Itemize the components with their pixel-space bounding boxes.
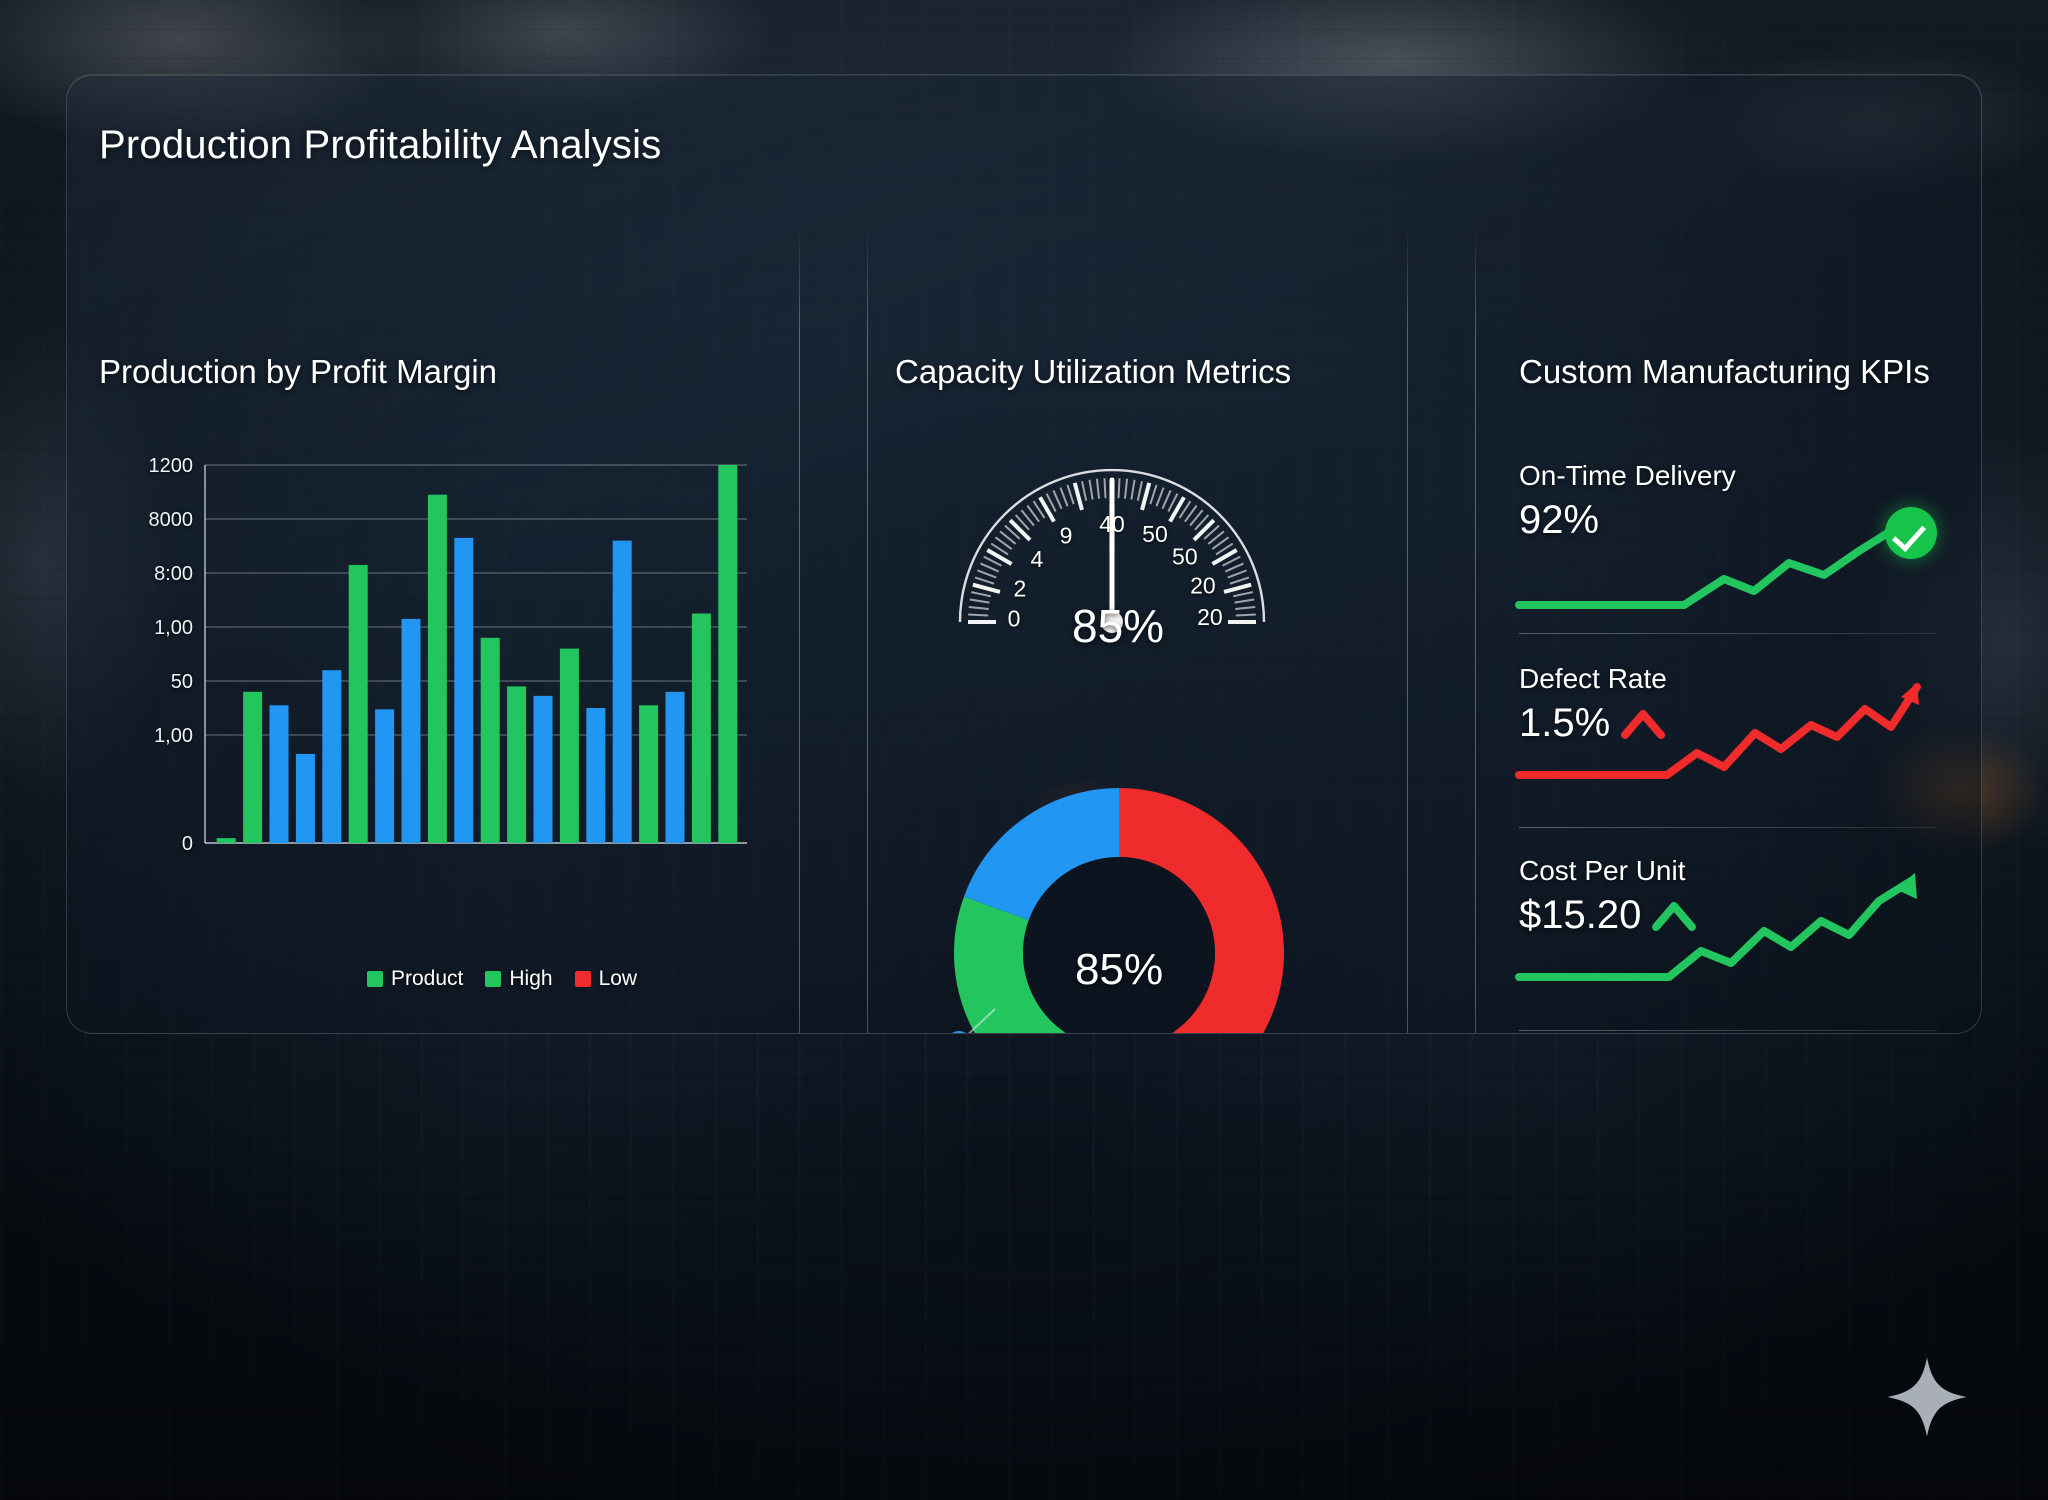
gauge-dial-label: 20: [1197, 604, 1223, 630]
kpi-value: $15.20: [1519, 893, 1642, 937]
sparkle-icon: [1887, 1357, 1967, 1437]
bar[interactable]: [427, 494, 447, 843]
bar[interactable]: [401, 618, 421, 843]
dashboard-card: Production Profitability Analysis Produc…: [66, 74, 1982, 1034]
bar[interactable]: [559, 648, 579, 843]
bar[interactable]: [533, 695, 553, 843]
gauge-dial-label: 9: [1060, 522, 1073, 548]
bar[interactable]: [295, 753, 315, 843]
gauge-dial-label: 4: [1031, 546, 1044, 572]
bar[interactable]: [718, 465, 738, 843]
trend-up-arrow-icon: [1652, 901, 1697, 931]
legend-swatch: [574, 971, 591, 987]
bar[interactable]: [375, 709, 395, 843]
legend-label: Low: [598, 967, 638, 990]
bar-y-tick: 1,00: [154, 617, 193, 639]
legend-item[interactable]: Product: [367, 967, 463, 991]
donut-center-value: 85%: [1075, 945, 1164, 994]
bar-y-tick: 0: [182, 833, 193, 855]
bar[interactable]: [612, 540, 632, 843]
legend-item[interactable]: Low: [574, 967, 638, 991]
bar-y-tick: 50: [171, 671, 193, 693]
legend-swatch: [485, 971, 502, 987]
kpi-sparkline-defect-rate: [1515, 683, 1921, 779]
legend-item[interactable]: High: [485, 967, 553, 991]
legend-label: Product: [391, 967, 464, 990]
donut-hole: [1023, 857, 1215, 1033]
kpi-separator-2: [1519, 827, 1937, 828]
bar[interactable]: [586, 708, 606, 843]
capacity-utilization-gauge: 02494050502020: [958, 468, 1266, 633]
kpi-value: 1.5%: [1519, 701, 1611, 745]
donut-slice[interactable]: [1090, 788, 1284, 1034]
panel-divider-left-a: [799, 225, 800, 1033]
bar[interactable]: [480, 637, 500, 843]
panel-divider-right-b: [1475, 225, 1476, 1033]
gauge-dial-label: 20: [1190, 572, 1216, 598]
bar[interactable]: [243, 691, 263, 843]
panel-divider-left-b: [867, 225, 868, 1033]
gauge-dial-label: 50: [1142, 521, 1168, 547]
bar[interactable]: [691, 613, 711, 844]
bar[interactable]: [507, 686, 527, 843]
page-title: Production Profitability Analysis: [99, 123, 662, 167]
right-panel-title: Custom Manufacturing KPIs: [1519, 353, 1930, 390]
legend-label: High: [509, 967, 553, 990]
kpi-sparkline-cost-per-unit: [1515, 873, 1917, 981]
gauge-hub: [1101, 611, 1123, 633]
trend-up-arrow-icon: [1621, 709, 1666, 739]
center-panel-title: Capacity Utilization Metrics: [895, 353, 1292, 390]
bar[interactable]: [269, 705, 289, 843]
kpi-defect-rate[interactable]: Defect Rate 1.5%: [1519, 663, 1949, 746]
capacity-utilization-donut: [954, 788, 1284, 1034]
bar-y-tick: 8:00: [154, 563, 193, 585]
bar-y-tick: 1200: [149, 455, 194, 477]
bar[interactable]: [322, 670, 342, 843]
gauge-dial-label: 0: [1008, 606, 1021, 632]
kpi-name: On-Time Delivery: [1519, 460, 1736, 491]
kpi-name: Defect Rate: [1519, 663, 1667, 694]
legend-swatch: [367, 971, 383, 987]
production-by-profit-margin-bar-chart: 1200 8000 8:00 1,00 50 1,00 0: [149, 455, 747, 855]
left-panel-title: Production by Profit Margin: [99, 353, 498, 390]
kpi-name: Cost Per Unit: [1519, 855, 1686, 886]
kpi-cost-per-unit[interactable]: Cost Per Unit $15.20: [1519, 855, 1949, 938]
kpi-sparkline-on-time-delivery: [1515, 527, 1895, 609]
kpi-separator-1: [1519, 633, 1937, 634]
kpi-on-time-delivery[interactable]: On-Time Delivery 92%: [1519, 460, 1949, 543]
bar[interactable]: [639, 705, 659, 843]
bar[interactable]: [665, 691, 685, 843]
bar-chart-legend: Product High Low: [367, 967, 637, 991]
gauge-dial-label: 50: [1172, 543, 1198, 569]
bar[interactable]: [454, 537, 474, 843]
kpi-value: 92%: [1519, 498, 1600, 542]
bar[interactable]: [216, 838, 236, 843]
check-circle-icon: [1885, 507, 1937, 559]
bar-y-tick: 8000: [149, 509, 194, 531]
gauge-value: 85%: [1072, 600, 1165, 652]
panel-divider-right-a: [1407, 225, 1408, 1033]
bar[interactable]: [348, 564, 368, 843]
gauge-dial-label: 2: [1014, 575, 1027, 601]
bar-y-tick: 1,00: [154, 725, 193, 747]
donut-slice[interactable]: [963, 788, 1119, 921]
donut-slice[interactable]: [954, 896, 1102, 1034]
kpi-separator-3: [1519, 1030, 1937, 1031]
